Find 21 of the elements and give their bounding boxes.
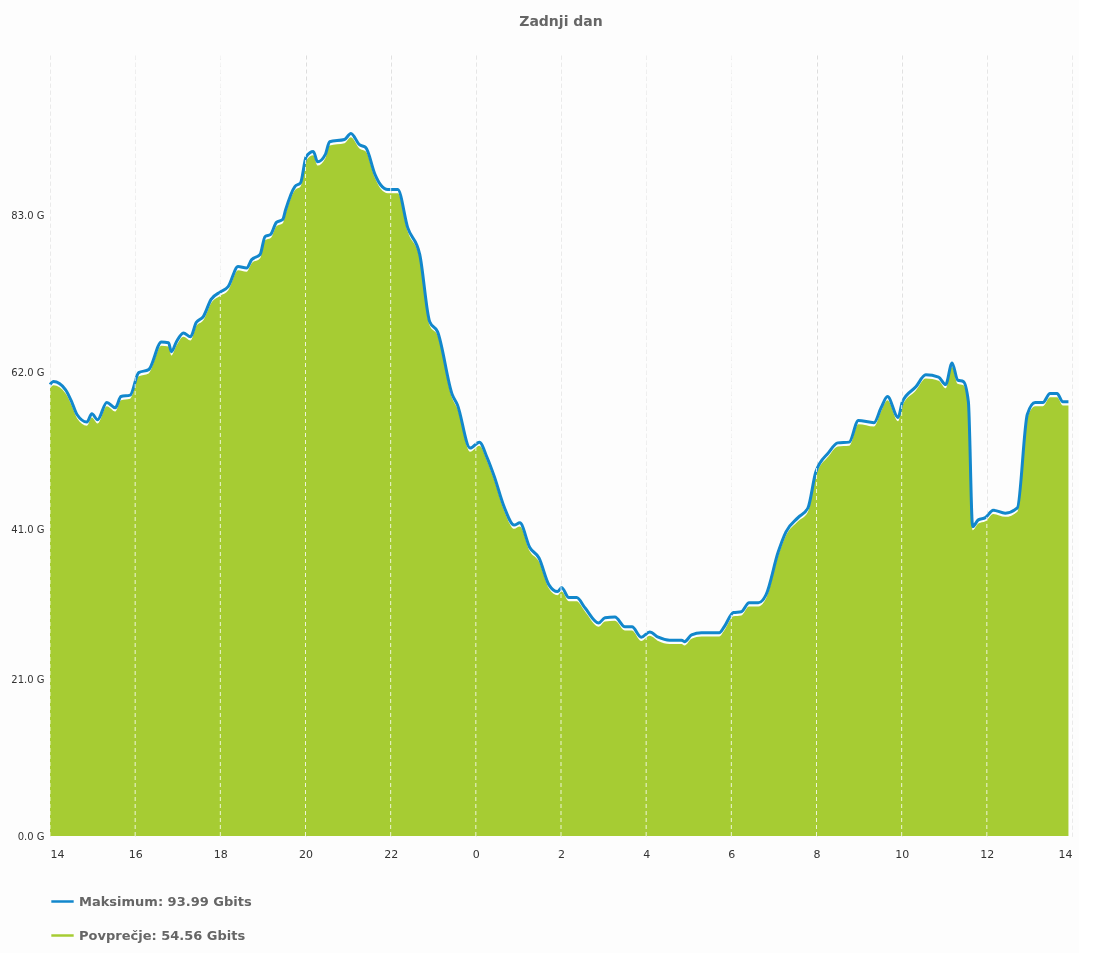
chart-title: Zadnji dan	[519, 12, 603, 29]
x-tick-label: 22	[384, 847, 399, 861]
x-tick-label: 0	[472, 847, 480, 861]
y-tick-label: 62.0 G	[11, 367, 45, 379]
x-tick-label: 6	[728, 847, 736, 861]
x-tick-label: 2	[558, 847, 565, 861]
legend-label: Maksimum: 93.99 Gbits	[79, 893, 252, 909]
x-tick-label: 4	[643, 847, 651, 861]
x-tick-label: 10	[895, 847, 910, 861]
legend-label: Povprečje: 54.56 Gbits	[79, 927, 246, 943]
x-tick-label: 12	[980, 847, 995, 861]
y-tick-label: 83.0 G	[11, 210, 45, 222]
y-tick-label: 21.0 G	[11, 673, 45, 685]
x-tick-label: 8	[813, 847, 821, 861]
x-tick-label: 14	[1058, 847, 1073, 861]
x-tick-label: 18	[213, 847, 228, 861]
y-tick-label: 41.0 G	[11, 524, 45, 536]
y-tick-label: 0.0 G	[17, 830, 45, 842]
x-tick-label: 20	[299, 847, 313, 861]
x-tick-label: 14	[50, 847, 65, 861]
x-tick-label: 16	[128, 847, 143, 861]
